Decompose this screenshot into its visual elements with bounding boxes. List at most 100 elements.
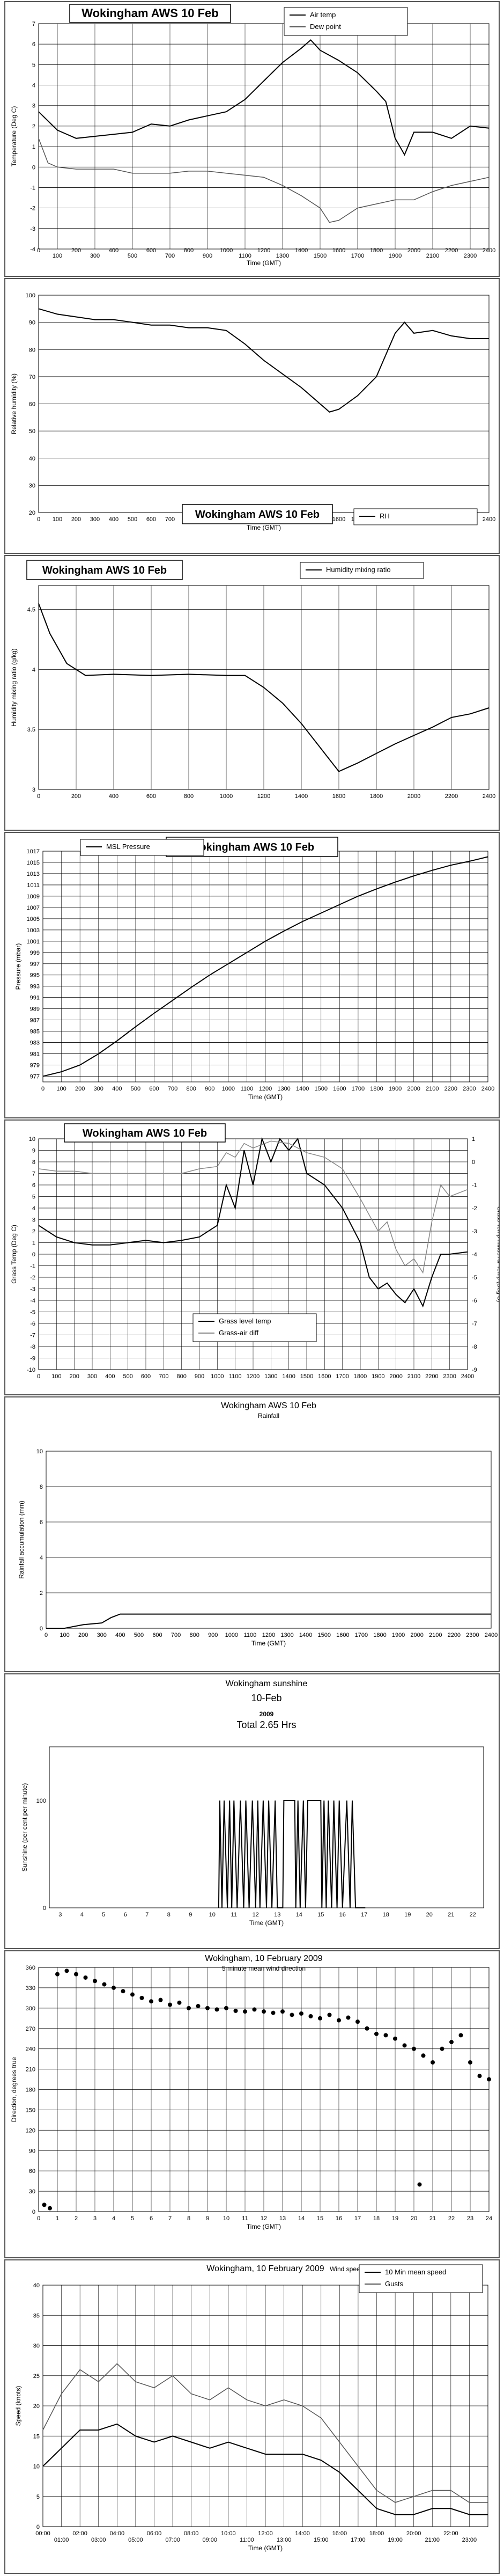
x-tick-label: 1 xyxy=(56,2215,59,2222)
data-point xyxy=(308,2014,313,2018)
x-tick-label: 1300 xyxy=(264,1373,277,1380)
y-tick-label: 7 xyxy=(32,21,35,27)
legend-label: Air temp xyxy=(310,11,336,19)
data-point xyxy=(337,2018,341,2023)
y-axis-label: Humidity mixing ratio (g/kg) xyxy=(10,648,18,726)
y-tick-label: 360 xyxy=(26,1965,35,1971)
y-axis-label: Speed (knots) xyxy=(14,2386,22,2426)
data-point xyxy=(177,2000,182,2005)
y-tick-label: 60 xyxy=(29,401,35,408)
chart-title: Wokingham AWS 10 Feb xyxy=(221,1401,316,1410)
x-tick-label: 800 xyxy=(176,1373,186,1380)
y-right-tick-label: -6 xyxy=(472,1298,477,1304)
y-tick-label: -9 xyxy=(30,1356,35,1362)
x-axis-label: Time (GMT) xyxy=(247,259,281,267)
x-tick-label: 22 xyxy=(470,1912,476,1918)
x-tick-label: 2 xyxy=(75,2215,78,2222)
legend-label: RH xyxy=(380,512,390,520)
data-point xyxy=(252,2007,257,2012)
x-tick-label: 600 xyxy=(152,1632,162,1638)
x-tick-label: 05:00 xyxy=(128,2537,143,2543)
data-point xyxy=(214,2007,219,2012)
data-point xyxy=(130,1992,135,1997)
y-axis-label: Temperature (Deg C) xyxy=(10,106,18,167)
data-point xyxy=(477,2074,482,2079)
y-tick-label: 0 xyxy=(36,2524,40,2530)
x-tick-label: 1300 xyxy=(276,253,289,259)
x-tick-label: 06:00 xyxy=(147,2530,162,2537)
y-tick-label: 4.5 xyxy=(27,607,35,613)
y-tick-label: -3 xyxy=(30,226,35,232)
x-tick-label: 500 xyxy=(128,516,137,523)
x-tick-label: 15 xyxy=(317,2215,323,2222)
x-tick-label: 1500 xyxy=(314,253,327,259)
y-tick-label: 6 xyxy=(40,1519,43,1526)
x-tick-label: 08:00 xyxy=(184,2530,199,2537)
y-tick-label: 979 xyxy=(30,1063,40,1069)
x-tick-label: 1600 xyxy=(333,1086,346,1092)
y-tick-label: 70 xyxy=(29,374,35,380)
legend-label: 10 Min mean speed xyxy=(385,2268,446,2276)
y-tick-label: 983 xyxy=(30,1040,40,1046)
x-tick-label: 10 xyxy=(209,1912,216,1918)
x-tick-label: 12 xyxy=(261,2215,267,2222)
data-point xyxy=(383,2033,388,2038)
data-point xyxy=(187,2006,191,2010)
y-right-tick-label: -4 xyxy=(472,1252,477,1258)
y-right-tick-label: -3 xyxy=(472,1228,477,1235)
x-tick-label: 1700 xyxy=(336,1373,349,1380)
data-point xyxy=(224,2006,228,2010)
y-tick-label: -8 xyxy=(30,1344,35,1350)
y-axis-label: Sunshine (per cent per minute) xyxy=(21,1783,28,1872)
data-point xyxy=(168,2002,172,2007)
y-tick-label: 6 xyxy=(32,1182,35,1189)
x-axis-label: Time (GMT) xyxy=(248,1093,283,1101)
x-tick-label: 5 xyxy=(131,2215,134,2222)
x-tick-label: 0 xyxy=(37,1373,40,1380)
x-tick-label: 7 xyxy=(145,1912,149,1918)
data-point xyxy=(365,2026,369,2031)
x-tick-label: 1900 xyxy=(389,253,402,259)
x-tick-label: 800 xyxy=(189,1632,199,1638)
x-tick-label: 1100 xyxy=(239,253,251,259)
title-box xyxy=(26,560,183,580)
chart-title: Wokingham, 10 February 2009 xyxy=(206,2264,324,2273)
x-tick-label: 02:00 xyxy=(72,2530,87,2537)
x-tick-label: 9 xyxy=(189,1912,192,1918)
x-tick-label: 23 xyxy=(467,2215,473,2222)
x-tick-label: 0 xyxy=(37,793,40,800)
data-point xyxy=(48,2206,52,2211)
x-tick-label: 4 xyxy=(80,1912,84,1918)
x-tick-label: 12 xyxy=(253,1912,259,1918)
x-tick-label: 20:00 xyxy=(406,2530,421,2537)
chart-subtitle: 10-Feb xyxy=(251,1693,281,1703)
y-tick-label: 20 xyxy=(29,510,35,516)
x-tick-label: 2100 xyxy=(426,1086,439,1092)
y-tick-label: 1 xyxy=(32,1240,35,1247)
y-tick-label: 330 xyxy=(26,1985,35,1992)
y-tick-label: 80 xyxy=(29,347,35,353)
y-right-tick-label: 1 xyxy=(472,1136,475,1143)
x-tick-label: 0 xyxy=(37,2215,40,2222)
data-point xyxy=(412,2046,416,2051)
x-tick-label: 1900 xyxy=(389,1086,402,1092)
x-tick-label: 12:00 xyxy=(258,2530,273,2537)
x-tick-label: 2400 xyxy=(461,1373,474,1380)
sunshine-chart: 0 100 3 4 5 6 7 8 9 10 11 12 13 14 15 16 17 18 19 20 21 22 Sun… xyxy=(4,1673,500,1949)
x-tick-label: 1500 xyxy=(315,1086,328,1092)
x-tick-label: 8 xyxy=(187,2215,190,2222)
y-tick-label: 977 xyxy=(30,1074,40,1080)
chart-subtitle: 5 minute mean wind direction xyxy=(222,1965,306,1972)
y-tick-label: 1015 xyxy=(27,860,40,866)
data-point xyxy=(243,2009,247,2014)
plot-area xyxy=(38,23,490,250)
y-tick-label: 0 xyxy=(43,1905,46,1912)
x-axis-label: Time (GMT) xyxy=(247,524,281,531)
y-right-tick-label: -5 xyxy=(472,1275,477,1281)
x-tick-label: 2300 xyxy=(466,1632,479,1638)
x-tick-label: 1300 xyxy=(277,1086,290,1092)
y-tick-label: 3 xyxy=(32,103,35,109)
x-tick-label: 8 xyxy=(167,1912,171,1918)
series-line xyxy=(42,2423,488,2515)
